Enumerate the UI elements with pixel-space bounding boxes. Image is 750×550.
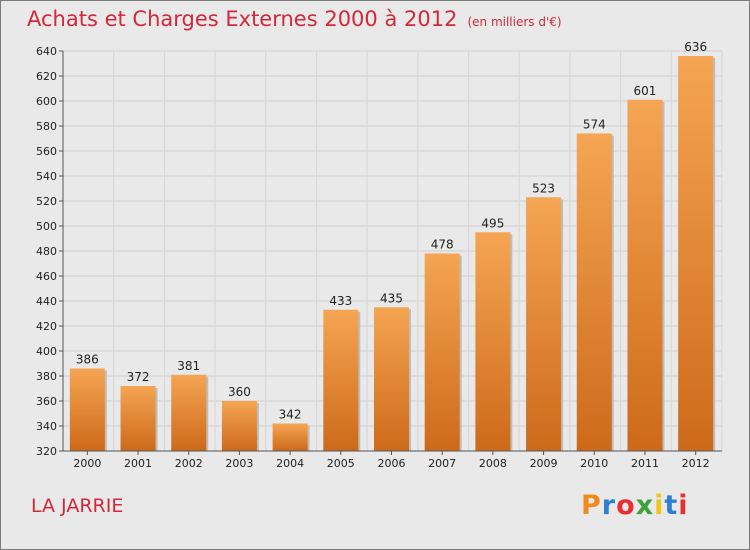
value-label: 636 [684, 40, 707, 54]
value-label: 435 [380, 291, 403, 305]
y-tick-label: 540 [36, 170, 57, 183]
y-tick-label: 480 [36, 245, 57, 258]
x-tick-label: 2008 [479, 457, 507, 470]
x-tick-label: 2007 [428, 457, 456, 470]
logo-letter: P [581, 490, 602, 521]
x-tick-label: 2006 [378, 457, 406, 470]
x-tick-label: 2011 [631, 457, 659, 470]
value-label: 601 [634, 84, 657, 98]
bar-2007 [424, 253, 460, 451]
logo-letter: t [664, 490, 679, 521]
bar-2002 [171, 374, 207, 451]
chart-subtitle: (en milliers d'€) [467, 15, 562, 29]
y-tick-label: 320 [36, 445, 57, 458]
bar-2005 [323, 309, 359, 451]
logo-letter: i [678, 490, 689, 521]
bar-2010 [576, 133, 612, 451]
y-tick-label: 580 [36, 120, 57, 133]
bar-2003 [221, 401, 257, 451]
bar-2011 [627, 99, 663, 451]
logo-letter: i [654, 490, 665, 521]
bar-2004 [272, 423, 308, 451]
x-tick-label: 2000 [73, 457, 101, 470]
value-label: 523 [532, 181, 555, 195]
x-tick-label: 2010 [580, 457, 608, 470]
x-tick-label: 2009 [530, 457, 558, 470]
value-label: 372 [127, 370, 150, 384]
bar-2012 [678, 56, 714, 451]
bar-2000 [69, 368, 105, 451]
x-tick-label: 2001 [124, 457, 152, 470]
y-tick-label: 420 [36, 320, 57, 333]
y-tick-label: 340 [36, 420, 57, 433]
value-label: 360 [228, 385, 251, 399]
x-tick-label: 2012 [682, 457, 710, 470]
axis-layer: 320 340 360 380 400 420 440 460 480 500 520 540 560 5… [36, 45, 722, 470]
y-tick-label: 500 [36, 220, 57, 233]
chart-title: Achats et Charges Externes 2000 à 2012 (e… [27, 7, 562, 31]
bar-2001 [120, 386, 156, 451]
value-label: 495 [481, 216, 504, 230]
x-tick-label: 2004 [276, 457, 304, 470]
proxiti-logo[interactable]: Proxiti [581, 490, 689, 521]
x-tick-label: 2003 [225, 457, 253, 470]
y-tick-label: 520 [36, 195, 57, 208]
value-label: 478 [431, 238, 454, 252]
x-tick-label: 2002 [175, 457, 203, 470]
y-tick-label: 440 [36, 295, 57, 308]
y-tick-label: 460 [36, 270, 57, 283]
value-label: 574 [583, 118, 606, 132]
chart-title-text: Achats et Charges Externes 2000 à 2012 [27, 7, 458, 31]
y-tick-label: 360 [36, 395, 57, 408]
x-tick-label: 2005 [327, 457, 355, 470]
logo-letter: x [635, 490, 655, 521]
y-tick-label: 640 [36, 45, 57, 58]
bar-2009 [526, 197, 562, 451]
y-tick-label: 620 [36, 70, 57, 83]
value-label: 433 [329, 294, 352, 308]
y-tick-label: 380 [36, 370, 57, 383]
logo-letter: r [601, 490, 617, 521]
commune-name: LA JARRIE [31, 495, 124, 517]
bar-2006 [374, 307, 409, 451]
y-tick-label: 600 [36, 95, 57, 108]
bar-layer: 386 372 381 360 342 433 435 478 495 523 574 601 636 [69, 40, 716, 451]
bar-2008 [475, 232, 511, 451]
value-label: 386 [76, 353, 99, 367]
value-label: 381 [177, 359, 200, 373]
y-tick-label: 400 [36, 345, 57, 358]
logo-letter: o [616, 490, 636, 521]
y-tick-label: 560 [36, 145, 57, 158]
value-label: 342 [279, 408, 302, 422]
